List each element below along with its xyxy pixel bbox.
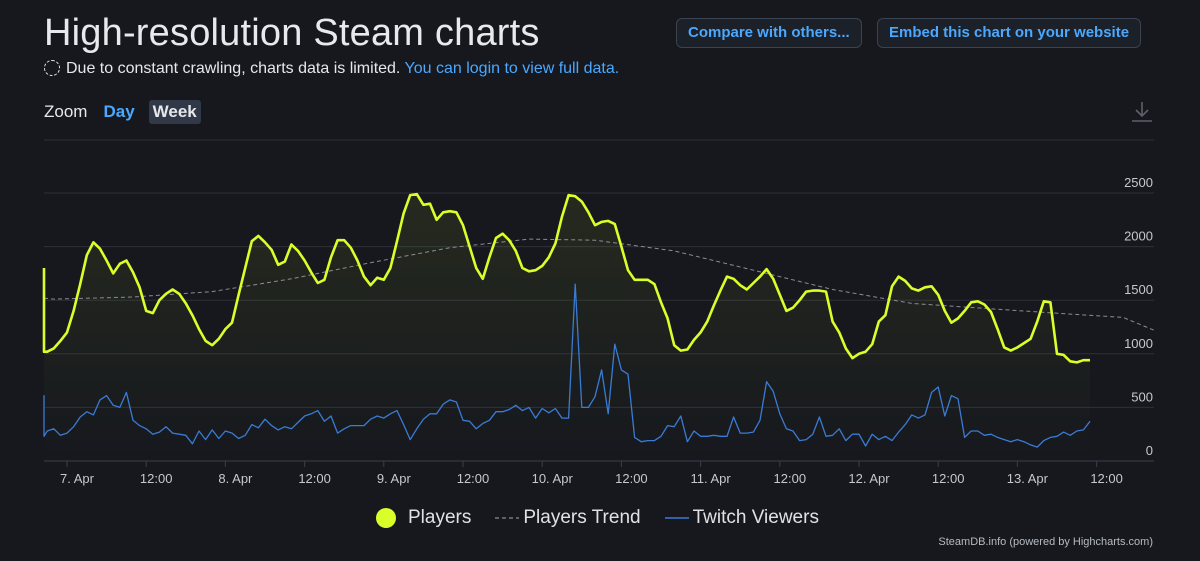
players-line [42,192,1090,364]
zoom-day-button[interactable]: Day [103,102,135,121]
y-tick-label: 0 [1146,443,1153,458]
x-tick-label: 7. Apr [60,471,95,486]
legend-twitch-viewers[interactable]: Twitch Viewers [663,505,819,531]
x-tick-label: 12:00 [1090,471,1123,486]
players-legend-marker-icon [376,508,396,528]
legend-players-trend[interactable]: Players Trend [493,505,641,531]
trend-legend-line-icon [495,517,520,519]
legend-trend-label: Players Trend [523,507,641,528]
y-axis-labels: 0 500 1000 1500 2000 2500 [1124,175,1153,458]
chart-series [42,192,1155,461]
x-tick-label: 13. Apr [1007,471,1049,486]
x-tick-label: 9. Apr [377,471,412,486]
zoom-week-button[interactable]: Week [148,100,201,124]
x-tick-label: 12:00 [774,471,807,486]
y-tick-label: 1000 [1124,336,1153,351]
x-tick-label: 10. Apr [532,471,574,486]
page-title: High-resolution Steam charts [44,12,540,54]
x-tick-label: 8. Apr [218,471,253,486]
embed-chart-button[interactable]: Embed this chart on your website [877,18,1142,48]
data-limit-notice: Due to constant crawling, charts data is… [44,60,619,78]
x-tick-label: 12. Apr [848,471,890,486]
legend-players[interactable]: Players [374,505,471,531]
x-tick-label: 12:00 [615,471,648,486]
x-tick-label: 12:00 [457,471,490,486]
x-tick-label: 12:00 [298,471,331,486]
x-tick-label: 11. Apr [690,471,731,486]
download-icon[interactable] [1129,99,1155,125]
y-tick-label: 1500 [1124,282,1153,297]
x-tick-label: 12:00 [932,471,965,486]
legend-twitch-label: Twitch Viewers [692,507,819,528]
x-axis-labels: 7. Apr 12:00 8. Apr 12:00 9. Apr 12:00 10. Apr… [60,471,1123,486]
compare-button[interactable]: Compare with others... [676,18,862,48]
chart-legend: Players Players Trend Twitch Viewers [374,505,841,531]
y-tick-label: 2000 [1124,229,1153,244]
x-tick-label: 12:00 [140,471,173,486]
players-trend-line [43,238,1155,331]
y-tick-label: 500 [1131,389,1153,404]
loading-circle-icon [44,60,60,76]
legend-players-label: Players [408,507,472,528]
chart-credit: SteamDB.info (powered by Highcharts.com) [938,536,1153,548]
zoom-label: Zoom [44,102,88,121]
zoom-controls: Zoom Day Week [44,100,201,124]
twitch-viewers-line [43,283,1091,448]
players-area [44,194,1090,461]
notice-text: Due to constant crawling, charts data is… [66,60,401,77]
twitch-legend-line-icon [664,517,689,519]
y-tick-label: 2500 [1124,175,1153,190]
login-link[interactable]: You can login to view full data. [404,60,620,77]
